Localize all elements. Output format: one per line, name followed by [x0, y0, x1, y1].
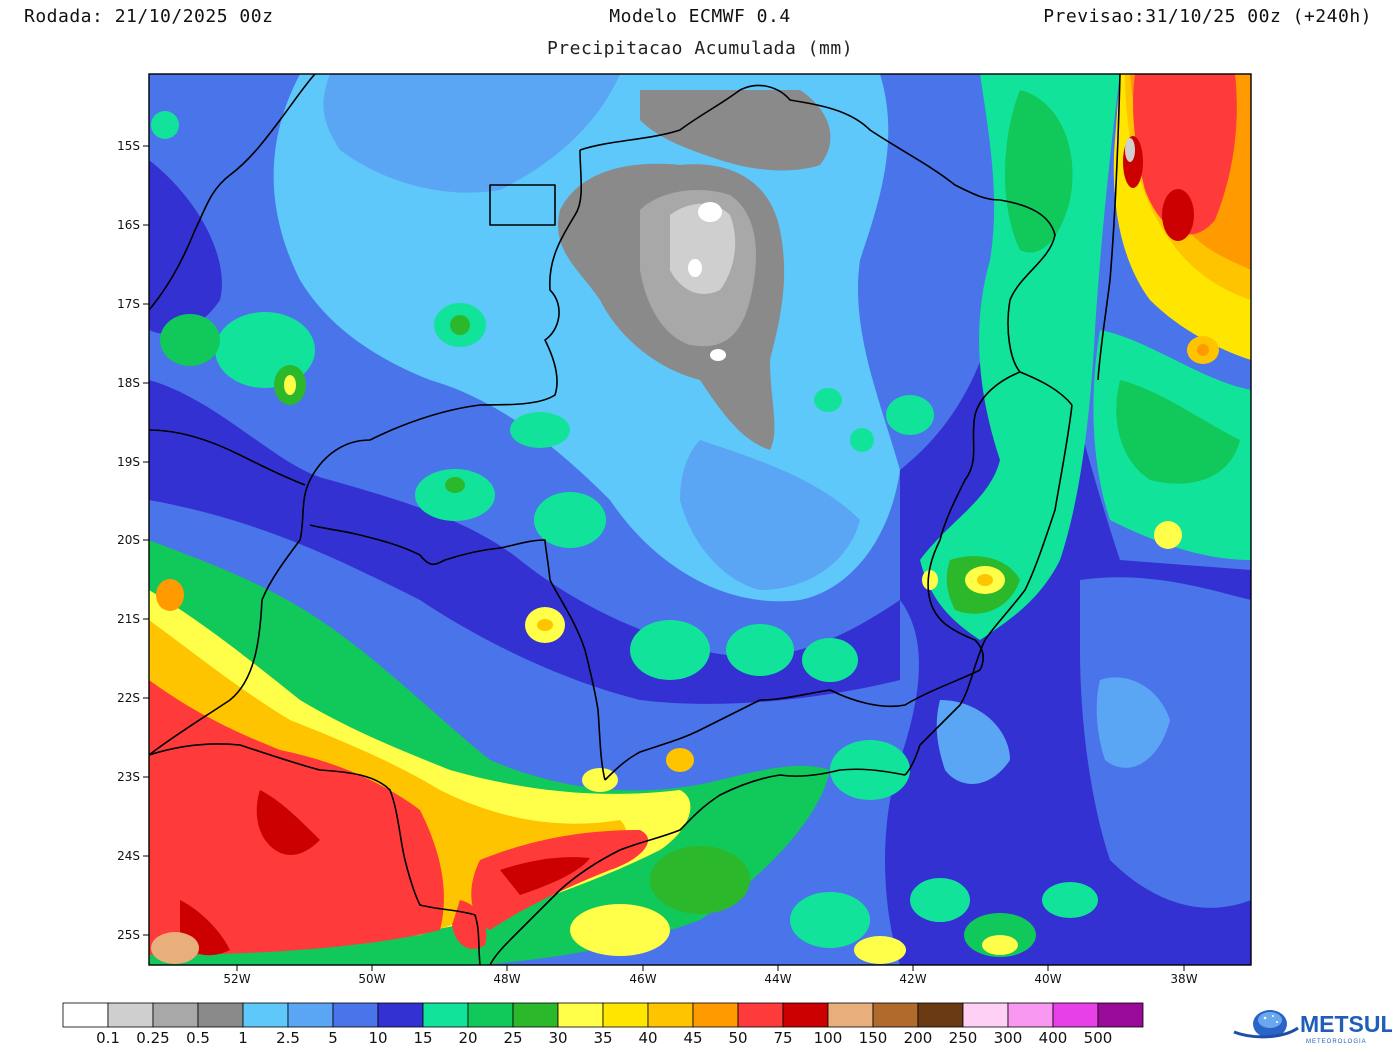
lon-label: 52W: [223, 972, 250, 986]
colorbar-swatch: [332, 1002, 379, 1028]
colorbar-label: 40: [638, 1029, 657, 1047]
colorbar-label: 25: [503, 1029, 522, 1047]
sp-pr-border: [149, 743, 481, 965]
colorbar-swatch: [467, 1002, 514, 1028]
latitude-axis: [143, 145, 149, 936]
colorbar-label: 1: [238, 1029, 248, 1047]
lon-label: 44W: [764, 972, 791, 986]
state-borders: [149, 74, 1121, 965]
lat-label: 16S: [117, 218, 140, 232]
colorbar-label: 0.1: [96, 1029, 120, 1047]
colorbar-label: 200: [904, 1029, 933, 1047]
ms-mg-border: [309, 524, 421, 556]
colorbar-label: 35: [593, 1029, 612, 1047]
lon-label: 38W: [1170, 972, 1197, 986]
lat-label: 25S: [117, 928, 140, 942]
lon-label: 50W: [358, 972, 385, 986]
mg-ba-border: [579, 84, 1056, 373]
colorbar-label: 20: [458, 1029, 477, 1047]
lat-label: 17S: [117, 297, 140, 311]
colorbar-label: 0.5: [186, 1029, 210, 1047]
lon-label: 48W: [493, 972, 520, 986]
precipitation-field: [149, 74, 1251, 965]
colorbar-label: 400: [1039, 1029, 1068, 1047]
colorbar-label: 500: [1084, 1029, 1113, 1047]
colorbar-swatch: [512, 1002, 559, 1028]
colorbar-label: 45: [683, 1029, 702, 1047]
longitude-axis: [236, 965, 1185, 971]
map-frame: [148, 73, 1252, 966]
colorbar-swatch: [62, 1002, 109, 1028]
colorbar-label: 250: [949, 1029, 978, 1047]
lon-label: 46W: [629, 972, 656, 986]
colorbar-swatch: [827, 1002, 874, 1028]
colorbar-swatch: [557, 1002, 604, 1028]
colorbar-swatch: [242, 1002, 289, 1028]
colorbar: 0.1 0.25 0.5 1 2.5 5 10 15 20 25 30 35 40 45 50 75 100 15…: [62, 1002, 1144, 1047]
lat-label: 24S: [117, 849, 140, 863]
colorbar-label: 150: [859, 1029, 888, 1047]
colorbar-label: 75: [773, 1029, 792, 1047]
mg-es-border: [927, 371, 1021, 671]
lat-label: 15S: [117, 139, 140, 153]
colorbar-label: 5: [328, 1029, 338, 1047]
go-ms-border: [149, 429, 306, 486]
colorbar-swatch: [422, 1002, 469, 1028]
df-border: [489, 184, 556, 226]
lat-label: 22S: [117, 691, 140, 705]
colorbar-label: 2.5: [276, 1029, 300, 1047]
mg-es-north-border: [1019, 371, 1073, 406]
sp-mg-border: [419, 539, 606, 781]
colorbar-swatch: [647, 1002, 694, 1028]
forecast-time-label: Previsao:31/10/25 00z (+240h): [1043, 6, 1372, 27]
lon-label: 40W: [1034, 972, 1061, 986]
colorbar-swatch: [1007, 1002, 1054, 1028]
colorbar-label: 10: [368, 1029, 387, 1047]
lat-label: 18S: [117, 376, 140, 390]
colorbar-label: 15: [413, 1029, 432, 1047]
metsul-logo: METSUL METEOROLOGIA: [1233, 1010, 1392, 1045]
colorbar-swatch: [107, 1002, 154, 1028]
lon-label: 42W: [899, 972, 926, 986]
colorbar-swatch: [1097, 1002, 1144, 1028]
lat-label: 23S: [117, 770, 140, 784]
go-mt-border: [149, 74, 316, 311]
colorbar-swatch: [917, 1002, 964, 1028]
colorbar-swatch: [602, 1002, 649, 1028]
model-title: Modelo ECMWF 0.4: [609, 6, 791, 27]
svg-text:METSUL: METSUL: [1300, 1011, 1392, 1037]
colorbar-swatch: [737, 1002, 784, 1028]
colorbar-label: 30: [548, 1029, 567, 1047]
goias-mg-border: [149, 149, 583, 756]
ba-coastline: [1097, 74, 1121, 381]
sp-coastline: [489, 768, 906, 965]
colorbar-swatch: [782, 1002, 829, 1028]
colorbar-label: 300: [994, 1029, 1023, 1047]
run-time-label: Rodada: 21/10/2025 00z: [24, 6, 274, 27]
lat-label: 20S: [117, 533, 140, 547]
mg-rj-border: [604, 669, 981, 781]
colorbar-label: 0.25: [136, 1029, 169, 1047]
colorbar-swatch: [287, 1002, 334, 1028]
colorbar-swatch: [1052, 1002, 1099, 1028]
lat-label: 21S: [117, 612, 140, 626]
colorbar-label: 50: [728, 1029, 747, 1047]
colorbar-label: 100: [814, 1029, 843, 1047]
svg-text:METEOROLOGIA: METEOROLOGIA: [1306, 1039, 1367, 1045]
map-subtitle: Precipitacao Acumulada (mm): [546, 38, 854, 59]
lat-label: 19S: [117, 455, 140, 469]
es-rj-coastline: [904, 404, 1073, 776]
colorbar-swatch: [962, 1002, 1009, 1028]
colorbar-swatch: [872, 1002, 919, 1028]
colorbar-swatch: [152, 1002, 199, 1028]
colorbar-swatch: [197, 1002, 244, 1028]
colorbar-swatch: [692, 1002, 739, 1028]
colorbar-swatch: [377, 1002, 424, 1028]
